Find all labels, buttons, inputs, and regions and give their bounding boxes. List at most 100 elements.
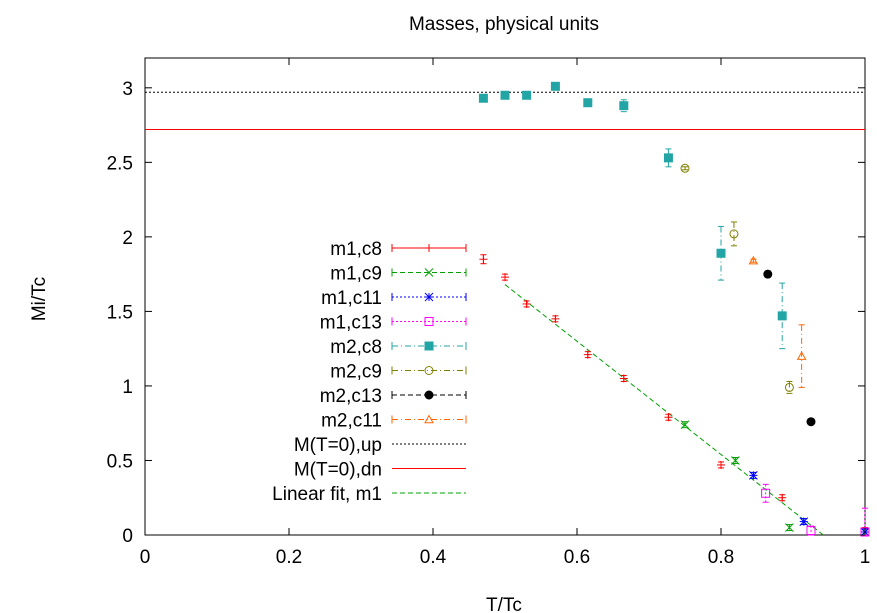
data-point xyxy=(799,517,809,526)
marker-shape xyxy=(619,101,629,111)
x-tick-label: 1 xyxy=(860,547,871,568)
marker-shape xyxy=(806,526,816,536)
legend-entry: Linear fit, m1 xyxy=(272,484,466,505)
marker-stroke xyxy=(799,517,809,526)
data-point xyxy=(761,488,771,498)
series-group xyxy=(763,269,816,427)
data-point xyxy=(583,98,593,108)
y-axis-label: Mi/Tc xyxy=(29,277,50,321)
y-tick-label: 1.5 xyxy=(107,302,133,323)
data-point xyxy=(748,255,759,265)
legend-entry: m2,c13 xyxy=(320,386,467,407)
data-point xyxy=(522,90,532,100)
marker-shape xyxy=(478,93,488,103)
x-tick-label: 0.8 xyxy=(708,547,734,568)
data-point xyxy=(479,255,488,264)
legend-marker xyxy=(424,390,434,400)
marker-shape xyxy=(729,229,739,239)
data-point xyxy=(663,153,673,163)
marker-shape xyxy=(550,81,560,91)
series-group xyxy=(680,420,870,537)
y-tick-label: 2.5 xyxy=(107,153,133,174)
plot-border xyxy=(144,57,866,536)
data-point xyxy=(664,413,673,422)
data-point xyxy=(478,93,488,103)
marker-shape xyxy=(500,90,510,100)
data-point xyxy=(749,471,758,480)
axes-labels: Masses, physical units T/Tc Mi/Tc xyxy=(29,14,599,613)
data-point xyxy=(778,493,787,502)
legend-label: m1,c13 xyxy=(320,313,382,334)
series-group xyxy=(748,255,807,388)
legend-label: m2,c9 xyxy=(330,362,382,383)
marker-shape xyxy=(663,153,673,163)
legend-label: m2,c11 xyxy=(321,411,382,432)
marker-shape xyxy=(424,366,434,375)
legend-marker xyxy=(424,341,434,351)
data-point xyxy=(522,299,531,308)
data-point xyxy=(806,417,816,427)
data-point xyxy=(550,81,560,91)
marker-stroke xyxy=(424,292,434,302)
data-point xyxy=(717,460,725,469)
marker-shape xyxy=(583,98,593,108)
y-tick-label: 0 xyxy=(122,526,133,547)
marker-shape xyxy=(796,351,807,360)
marker-stroke xyxy=(680,420,690,430)
legend-marker xyxy=(424,268,434,277)
legend-label: m2,c13 xyxy=(320,386,382,407)
marker-stroke xyxy=(749,471,758,480)
data-point xyxy=(501,273,509,282)
marker-shape xyxy=(680,163,690,173)
data-point xyxy=(763,269,773,279)
axis-ticks: 0 0.2 0.4 0.6 0.8 1 0 0.5 1 1.5 2 2.5 3 xyxy=(107,58,871,568)
data-point xyxy=(619,374,628,383)
series-group xyxy=(479,254,869,537)
marker-shape xyxy=(784,382,794,392)
fit-line-group xyxy=(504,284,825,535)
marker-shape xyxy=(522,90,532,100)
data-point xyxy=(716,248,726,258)
legend-entry: m1,c11 xyxy=(321,288,467,309)
legend-label: m2,c8 xyxy=(330,337,382,358)
data-point xyxy=(777,311,787,321)
marker-shape xyxy=(424,317,434,326)
legend-label: m1,c8 xyxy=(330,239,382,260)
legend-marker xyxy=(424,366,434,375)
data-point xyxy=(784,382,794,392)
legend-entry: M(T=0),up xyxy=(294,435,466,456)
marker-shape xyxy=(806,417,816,427)
x-tick-label: 0 xyxy=(140,547,151,568)
legend-entry: m2,c11 xyxy=(321,411,467,432)
data-point xyxy=(796,351,807,360)
legend-label: Linear fit, m1 xyxy=(272,484,382,505)
legend-label: m1,c9 xyxy=(330,264,382,285)
x-tick-label: 0.4 xyxy=(420,547,447,568)
legend-marker xyxy=(425,244,433,252)
x-tick-label: 0.6 xyxy=(564,547,590,568)
data-point xyxy=(806,526,816,536)
data-point xyxy=(583,350,592,359)
series-group xyxy=(680,163,794,394)
marker-stroke xyxy=(424,268,434,277)
marker-shape xyxy=(761,488,771,498)
data-point xyxy=(680,420,690,430)
marker-stroke xyxy=(731,456,740,465)
legend: m1,c8 m1,c9 m1,c11 m1,c13 m2,c8 m2,c9 m2,c13 m2… xyxy=(272,239,467,505)
marker-shape xyxy=(424,390,434,400)
legend-label: m1,c11 xyxy=(321,288,382,309)
legend-entry: M(T=0),dn xyxy=(294,460,466,481)
legend-label: M(T=0),dn xyxy=(294,460,382,481)
marker-shape xyxy=(424,341,434,351)
data-point xyxy=(551,314,560,323)
y-tick-label: 3 xyxy=(122,79,133,100)
marker-shape xyxy=(424,414,434,424)
legend-marker xyxy=(424,414,434,424)
legend-label: M(T=0),up xyxy=(294,435,382,456)
y-tick-label: 1 xyxy=(122,377,133,398)
data-point xyxy=(731,456,740,465)
marker-stroke xyxy=(785,523,794,532)
marker-shape xyxy=(716,248,726,258)
x-tick-label: 0.2 xyxy=(276,547,302,568)
y-tick-label: 0.5 xyxy=(107,451,133,472)
